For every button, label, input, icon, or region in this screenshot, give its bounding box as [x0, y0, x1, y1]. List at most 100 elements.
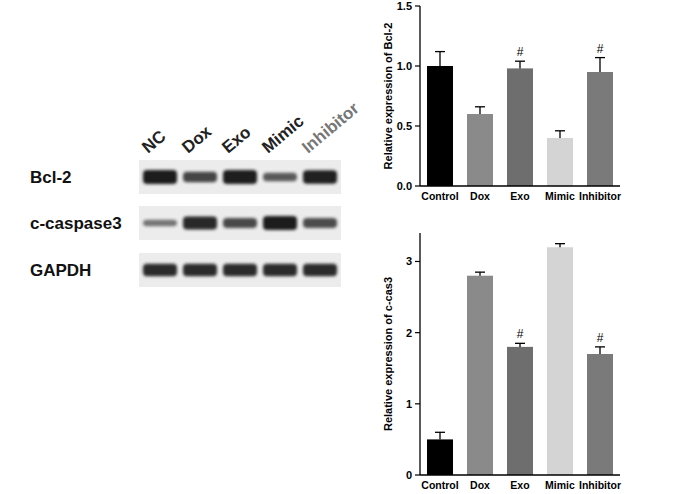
y-axis-label: Relative expression of c-cas3	[382, 277, 394, 431]
error-cap	[435, 51, 445, 52]
x-tick-label: Mimic	[545, 479, 575, 491]
error-bar	[595, 347, 605, 354]
bar	[427, 439, 453, 475]
blot-band	[143, 264, 177, 277]
y-tick	[415, 65, 420, 66]
blot-band	[303, 170, 337, 184]
annotation: #	[517, 327, 524, 341]
error-bar	[515, 61, 525, 68]
error-bar	[475, 272, 485, 276]
bar	[587, 72, 613, 186]
error-bar	[595, 58, 605, 72]
error-stem	[519, 61, 520, 68]
x-tick-label: Exo	[510, 190, 529, 202]
row-label: Bcl-2	[30, 168, 72, 187]
y-tick	[415, 403, 420, 404]
bar-chart: 0.0 0.5 1.0 1.5 Control Dox Exo Mimic Inhibitor R…	[382, 0, 621, 202]
lane-label: Dox	[178, 122, 215, 158]
y-axis	[419, 6, 420, 186]
blot-band	[183, 172, 217, 182]
x-tick-label: Inhibitor	[579, 190, 621, 202]
y-tick	[415, 332, 420, 333]
error-stem	[599, 58, 600, 72]
error-bar	[555, 244, 565, 248]
x-tick-label: Dox	[470, 190, 490, 202]
x-axis	[420, 185, 620, 186]
error-bar	[475, 107, 485, 114]
annotation: #	[597, 42, 604, 56]
figure: NCDoxExoMimicInhibitorBcl-2c-caspase3GAP…	[0, 0, 685, 494]
x-tick-label: Control	[421, 479, 458, 491]
annotation: #	[517, 45, 524, 59]
bar	[507, 347, 533, 475]
marks	[427, 52, 613, 186]
x-tick-label: Dox	[470, 479, 490, 491]
x-tick-label: Control	[421, 190, 458, 202]
blot-strip	[139, 253, 341, 287]
blot-band	[183, 217, 217, 230]
row-label: c-caspase3	[30, 214, 122, 233]
error-cap	[555, 243, 565, 244]
marks	[427, 244, 613, 475]
y-tick-label: 3	[406, 255, 412, 267]
blot-band	[223, 170, 257, 184]
error-cap	[435, 432, 445, 433]
lane-label: NC	[138, 127, 169, 157]
blot-band	[263, 264, 297, 277]
blot-band	[183, 264, 217, 277]
error-stem	[559, 131, 560, 138]
western-blot: NC DoxExoMimicInhibitor Bcl-2 c-caspase3 GAP…	[30, 99, 363, 287]
x-tick-label: Inhibitor	[579, 479, 621, 491]
y-tick-label: 1.0	[397, 60, 412, 72]
blot-strip	[139, 206, 341, 240]
blot-band	[143, 220, 177, 226]
y-axis	[419, 233, 420, 475]
error-bar	[555, 131, 565, 138]
bar	[467, 276, 493, 475]
blot-band	[223, 218, 257, 228]
error-cap	[595, 346, 605, 347]
blot-band	[143, 170, 177, 184]
row-label: GAPDH	[30, 261, 91, 280]
y-tick	[415, 261, 420, 262]
bar-chart: 0123ControlDoxExoMimicInhibitorRelative …	[382, 233, 621, 491]
lane-label: Inhibitor	[298, 99, 363, 158]
blot-band	[263, 173, 297, 182]
x-tick-label: Mimic	[545, 190, 575, 202]
blot-band	[223, 264, 257, 277]
error-cap	[515, 61, 525, 62]
y-tick-label: 2	[406, 327, 412, 339]
bar	[587, 354, 613, 475]
y-tick-label: 0.5	[397, 120, 412, 132]
y-tick	[415, 125, 420, 126]
y-axis-label: Relative expression of Bcl-2	[382, 23, 394, 170]
error-bar	[515, 343, 525, 347]
error-stem	[479, 107, 480, 114]
y-tick-label: 1	[406, 398, 412, 410]
lane-label: Mimic	[258, 112, 307, 158]
blot-strip	[139, 160, 341, 194]
blot-band	[303, 218, 337, 228]
blot-band	[303, 264, 337, 277]
blot-band	[263, 216, 297, 230]
lane-label: Exo	[218, 122, 254, 157]
annotation: #	[597, 331, 604, 345]
y-tick	[415, 474, 420, 475]
y-tick-label: 1.5	[397, 0, 412, 12]
bar	[467, 114, 493, 186]
error-cap	[475, 271, 485, 272]
y-tick-label: 0.0	[397, 180, 412, 192]
bar	[427, 66, 453, 186]
bar	[507, 68, 533, 186]
error-cap	[475, 106, 485, 107]
error-stem	[439, 52, 440, 66]
bar	[547, 138, 573, 186]
error-bar	[435, 432, 445, 439]
bar	[547, 247, 573, 475]
error-cap	[595, 57, 605, 58]
error-stem	[439, 432, 440, 439]
error-stem	[599, 347, 600, 354]
y-tick	[415, 5, 420, 6]
error-cap	[515, 343, 525, 344]
error-cap	[555, 130, 565, 131]
